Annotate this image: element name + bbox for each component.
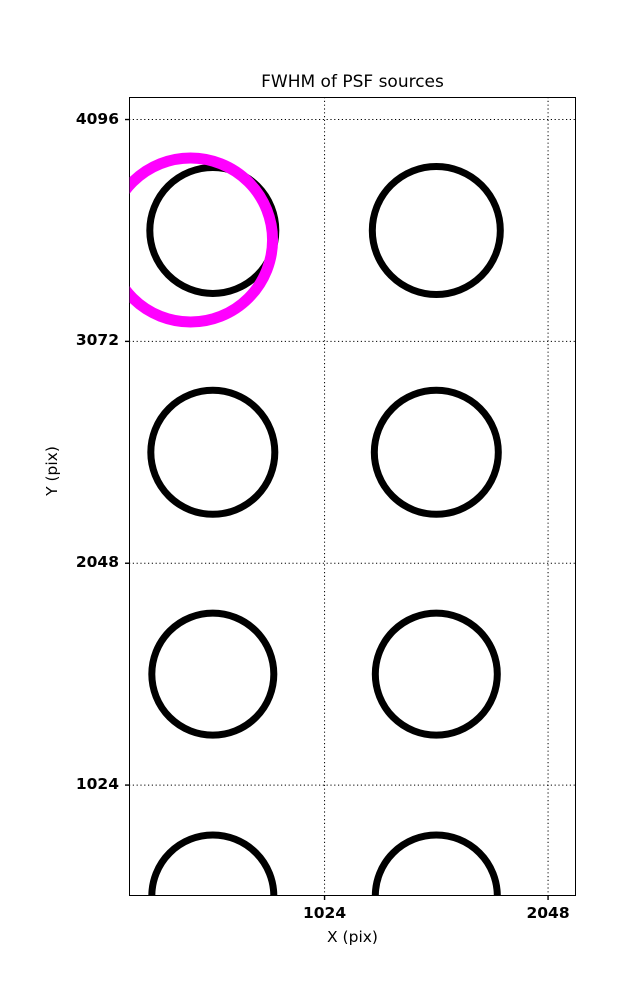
y-tick-label: 2048 (75, 553, 119, 572)
x-axis-label: X (pix) (327, 928, 378, 946)
x-tick-label: 1024 (302, 904, 347, 922)
y-axis-label: Y (pix) (43, 446, 61, 496)
y-tick-label: 4096 (75, 109, 119, 128)
plot-axes-frame (129, 97, 576, 896)
page-title: FWHM of PSF sources (261, 72, 444, 92)
y-tick-label: 1024 (75, 775, 119, 794)
y-tick-label: 3072 (75, 331, 119, 350)
x-tick-label: 2048 (526, 904, 570, 922)
